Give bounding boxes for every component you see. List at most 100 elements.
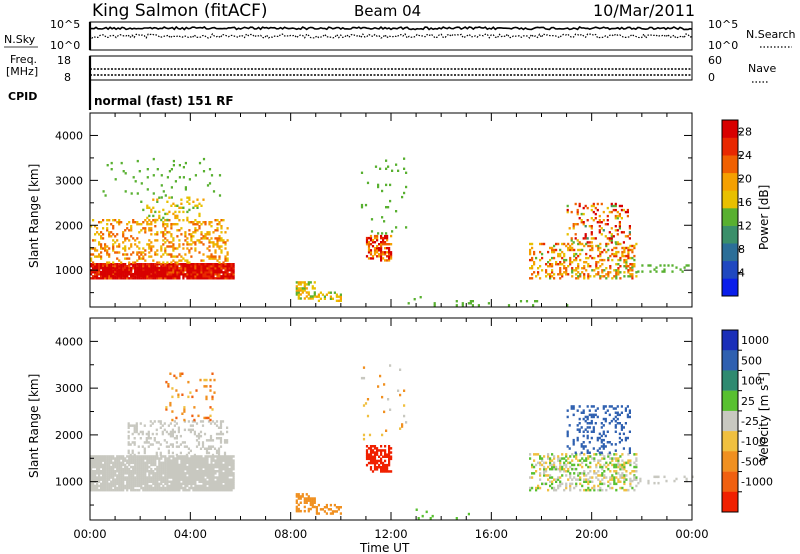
power-cell [162,268,165,272]
power-cell [607,258,610,262]
power-cell [624,235,627,238]
vel-cell [132,467,135,471]
vel-cell [573,486,576,490]
vel-cell [218,472,221,475]
vel-cell [94,461,97,465]
vel-cell [118,465,121,469]
vel-cell [130,476,133,479]
power-cell [365,236,369,240]
power-cell [218,275,221,278]
vel-cell [184,482,187,486]
power-cell [307,293,310,296]
vel-cell [600,438,603,442]
vel-cell [584,419,587,423]
vel-cell [600,434,603,438]
vel-cell [549,476,552,479]
power-cell [224,273,227,276]
vel-cell [625,474,628,477]
power-cell [576,212,579,216]
vel-cell [183,420,186,423]
vel-cell [147,432,150,436]
vel-cell [168,463,171,467]
power-cell [367,243,371,246]
vel-cell [365,457,369,461]
power-cell [94,255,97,258]
power-cell [299,281,302,284]
vel-cell [124,457,127,460]
vel-cell [590,405,593,408]
vel-cell [130,455,133,458]
power-cell [206,275,209,278]
power-cell [180,233,183,236]
power-cell [384,243,387,246]
vel-cell [122,463,125,467]
vel-cell [205,439,209,442]
power-cell [136,253,139,256]
power-cell [162,253,165,256]
power-cell [212,263,215,266]
power-cell [92,277,95,280]
vel-cell [543,472,546,475]
vel-cell [607,467,610,471]
vel-cell [599,459,602,462]
vel-cell [616,413,619,417]
power-cell [631,266,634,269]
power-cell [148,268,151,272]
vel-cell [98,476,101,479]
vel-cell [297,509,300,513]
power-cell [136,266,139,270]
vel-cell [545,474,548,477]
vel-cell [218,478,221,481]
vel-cell [295,505,298,509]
vel-cell [194,488,197,492]
power-cell [214,277,217,280]
vel-cell [210,478,213,481]
vel-cell [602,443,605,446]
vel-cell [230,455,233,458]
power-cell [303,289,306,292]
vel-cell [313,505,316,509]
power-cell [96,231,99,234]
vel-cell [217,453,221,457]
vel-cell [633,470,636,473]
power-cell [577,275,580,278]
vel-cell [155,432,158,436]
power-cell [563,261,566,264]
power-cell [590,227,593,230]
vel-cell [169,430,172,434]
nave-label: Nave [748,62,776,75]
power-cell [142,263,145,266]
power-cell [152,272,155,276]
vel-cell [635,465,638,469]
power-cell [116,239,119,242]
power-cell [535,256,538,260]
vel-cell [615,465,618,469]
vel-cell [112,455,115,458]
vel-cell [128,459,131,462]
vel-cell [183,445,186,448]
power-cell [626,214,629,218]
power-cell [92,267,95,270]
vel-cell [371,461,375,465]
power-cell [112,243,115,246]
vel-cell [94,484,97,488]
power-cell [208,241,211,244]
vel-cell [178,455,181,458]
vel-cell [124,486,127,490]
power-cell [220,269,223,272]
vel-cell [158,488,161,492]
power-cell [132,272,135,276]
power-cell [224,271,227,274]
power-cell [629,273,632,276]
vel-cell [200,467,203,471]
power-cell [388,243,391,246]
vel-cell [94,488,97,492]
power-cell [164,212,167,216]
vel-cell [177,445,180,448]
power-cell [172,223,175,226]
power-cell [618,212,621,216]
vel-cell [198,488,201,492]
power-cell [90,257,93,260]
power-cell [150,274,153,278]
vel-cell [317,503,320,507]
